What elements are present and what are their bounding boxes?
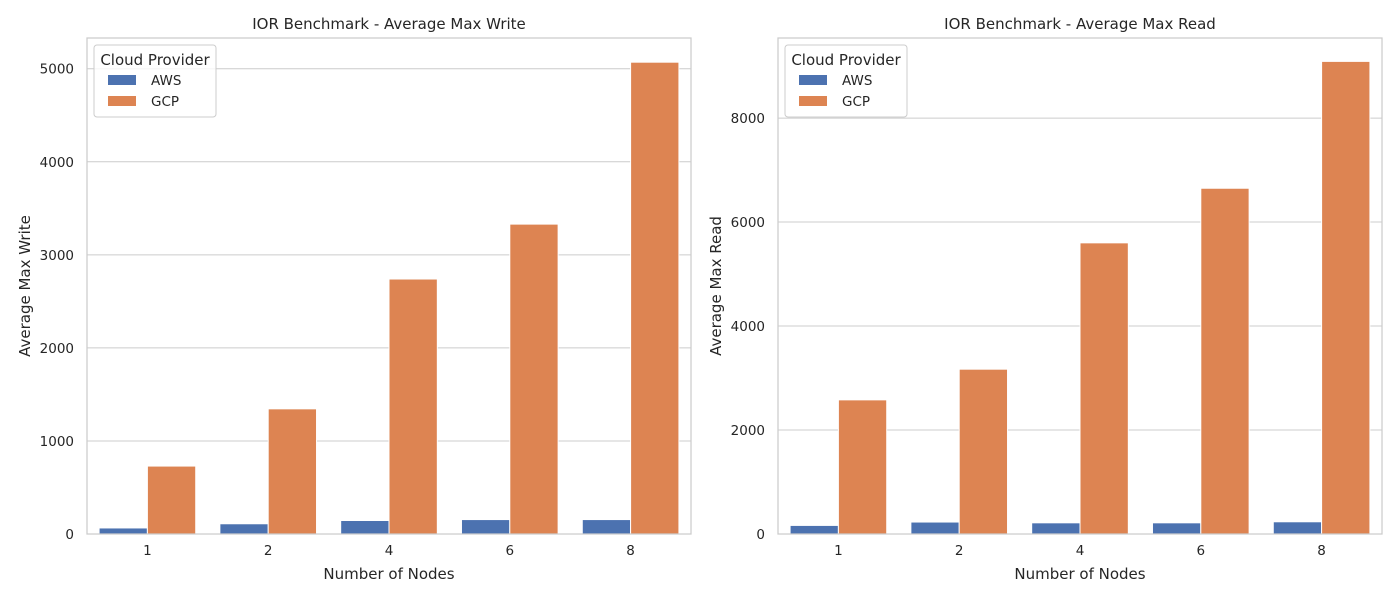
legend-title: Cloud Provider bbox=[791, 51, 901, 69]
chart-title: IOR Benchmark - Average Max Write bbox=[252, 15, 526, 33]
x-tick-label: 1 bbox=[834, 543, 843, 559]
x-axis-label: Number of Nodes bbox=[323, 565, 454, 583]
x-tick-label: 6 bbox=[1197, 543, 1206, 559]
legend-label-aws: AWS bbox=[151, 73, 181, 89]
plot-frame bbox=[86, 37, 692, 535]
bar-aws-4 bbox=[340, 520, 390, 535]
legend-label-gcp: GCP bbox=[842, 94, 870, 110]
bar-aws-4 bbox=[1031, 522, 1081, 535]
x-tick-label: 2 bbox=[955, 543, 964, 559]
x-tick-label: 6 bbox=[506, 543, 515, 559]
chart-title: IOR Benchmark - Average Max Read bbox=[944, 15, 1216, 33]
y-tick-label: 6000 bbox=[731, 215, 765, 231]
bar-gcp-4 bbox=[388, 278, 438, 535]
bar-gcp-8 bbox=[1321, 60, 1371, 535]
bar-aws-1 bbox=[789, 524, 839, 535]
chart-write: 0 1000 2000 3000 4000 5000 1 2 4 6 8 IOR Benchmark … bbox=[16, 15, 692, 583]
bar-gcp-8 bbox=[630, 61, 680, 535]
y-axis-label: Average Max Read bbox=[707, 216, 725, 356]
bar-aws-8 bbox=[1272, 521, 1323, 535]
bar-aws-1 bbox=[98, 527, 148, 535]
y-tick-label: 0 bbox=[756, 527, 765, 543]
y-tick-label: 4000 bbox=[40, 155, 74, 171]
y-tick-label: 1000 bbox=[40, 434, 74, 450]
x-tick-label: 1 bbox=[143, 543, 152, 559]
y-tick-label: 3000 bbox=[40, 248, 74, 264]
bar-gcp-6 bbox=[509, 223, 559, 535]
x-tick-label: 4 bbox=[1076, 543, 1085, 559]
legend-label-gcp: GCP bbox=[151, 94, 179, 110]
x-tick-label: 8 bbox=[626, 543, 635, 559]
plot-frame bbox=[777, 37, 1383, 535]
y-tick-label: 8000 bbox=[731, 111, 765, 127]
legend-label-aws: AWS bbox=[842, 73, 872, 89]
legend-swatch-aws bbox=[799, 75, 827, 85]
y-tick-label: 4000 bbox=[731, 319, 765, 335]
y-tick-label: 2000 bbox=[40, 341, 74, 357]
legend: Cloud Provider AWS GCP bbox=[93, 44, 217, 118]
legend-swatch-aws bbox=[108, 75, 136, 85]
y-tick-label: 2000 bbox=[731, 423, 765, 439]
legend-swatch-gcp bbox=[799, 96, 827, 106]
x-tick-label: 2 bbox=[264, 543, 273, 559]
bar-aws-2 bbox=[910, 521, 960, 535]
y-tick-label: 5000 bbox=[40, 62, 74, 78]
y-axis-label: Average Max Write bbox=[16, 215, 34, 357]
bar-gcp-6 bbox=[1200, 187, 1250, 535]
bar-gcp-1 bbox=[837, 399, 888, 535]
x-axis-label: Number of Nodes bbox=[1014, 565, 1145, 583]
legend: Cloud Provider AWS GCP bbox=[784, 44, 908, 118]
bar-aws-2 bbox=[219, 523, 269, 535]
bar-aws-6 bbox=[460, 519, 511, 535]
bar-gcp-2 bbox=[267, 408, 318, 535]
bar-aws-8 bbox=[581, 519, 632, 535]
legend-title: Cloud Provider bbox=[100, 51, 210, 69]
legend-swatch-gcp bbox=[108, 96, 136, 106]
bar-gcp-4 bbox=[1079, 242, 1129, 535]
bar-gcp-1 bbox=[146, 465, 197, 535]
chart-read: 0 2000 4000 6000 8000 1 2 4 6 8 IOR Benchmark - Av… bbox=[707, 15, 1383, 583]
bar-aws-6 bbox=[1151, 522, 1202, 535]
x-tick-label: 8 bbox=[1317, 543, 1326, 559]
bar-gcp-2 bbox=[958, 368, 1009, 535]
y-tick-label: 0 bbox=[65, 527, 74, 543]
x-tick-label: 4 bbox=[385, 543, 394, 559]
